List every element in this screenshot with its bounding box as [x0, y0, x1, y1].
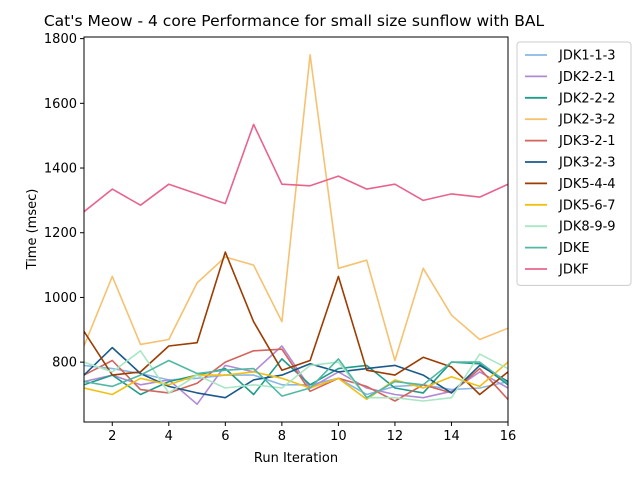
series-line-jdk2-3-2 — [84, 53, 508, 362]
chart-title: Cat's Meow - 4 core Performance for smal… — [44, 12, 545, 30]
legend-label: JDK3-2-1 — [558, 134, 616, 149]
legend: JDK1-1-3 JDK2-2-1 JDK2-2-2 JDK2-3-2 JDK3-2-1… — [516, 41, 632, 286]
legend-label: JDK3-2-3 — [558, 156, 616, 171]
x-axis-title: Run Iteration — [254, 451, 338, 466]
y-tick-label: 1600 — [44, 97, 77, 112]
x-tick-label: 12 — [387, 429, 404, 444]
y-tick-label: 1400 — [44, 162, 77, 177]
series-line-jdk3-2-3 — [84, 346, 508, 399]
legend-label: JDK2-3-2 — [558, 113, 616, 128]
y-tick-label: 1800 — [44, 32, 77, 47]
series-line-jdk5-4-4 — [84, 251, 508, 396]
x-tick-label: 4 — [165, 429, 173, 444]
series-line-jdke — [84, 358, 508, 399]
x-tick-label: 14 — [443, 429, 460, 444]
series-layer — [84, 53, 508, 406]
legend-label: JDK2-2-1 — [558, 70, 616, 85]
y-axis-title: Time (msec) — [25, 189, 40, 271]
y-tick-label: 800 — [52, 356, 77, 371]
series-line-jdkf — [84, 123, 508, 213]
legend-box — [516, 41, 632, 286]
x-tick-label: 8 — [278, 429, 286, 444]
legend-label: JDKE — [558, 241, 590, 256]
legend-label: JDK2-2-2 — [558, 91, 616, 106]
legend-label: JDKF — [558, 263, 589, 278]
x-tick-label: 10 — [330, 429, 347, 444]
series-line-jdk1-1-3 — [84, 364, 508, 396]
series-line-jdk2-2-2 — [84, 358, 508, 396]
x-tick-label: 6 — [221, 429, 229, 444]
x-tick-label: 2 — [108, 429, 116, 444]
y-tick-label: 1000 — [44, 291, 77, 306]
series-line-jdk5-6-7 — [84, 361, 508, 401]
y-axis: 800 1000 1200 1400 1600 1800 — [44, 32, 84, 371]
legend-label: JDK8-9-9 — [558, 220, 616, 235]
x-tick-label: 16 — [500, 429, 517, 444]
plot-frame — [83, 36, 509, 423]
y-tick-label: 1200 — [44, 226, 77, 241]
series-line-jdk8-9-9 — [84, 349, 508, 402]
legend-label: JDK1-1-3 — [558, 49, 616, 64]
x-axis: 2 4 6 8 10 12 14 16 — [108, 422, 516, 444]
legend-label: JDK5-6-7 — [558, 198, 616, 213]
legend-label: JDK5-4-4 — [558, 177, 616, 192]
